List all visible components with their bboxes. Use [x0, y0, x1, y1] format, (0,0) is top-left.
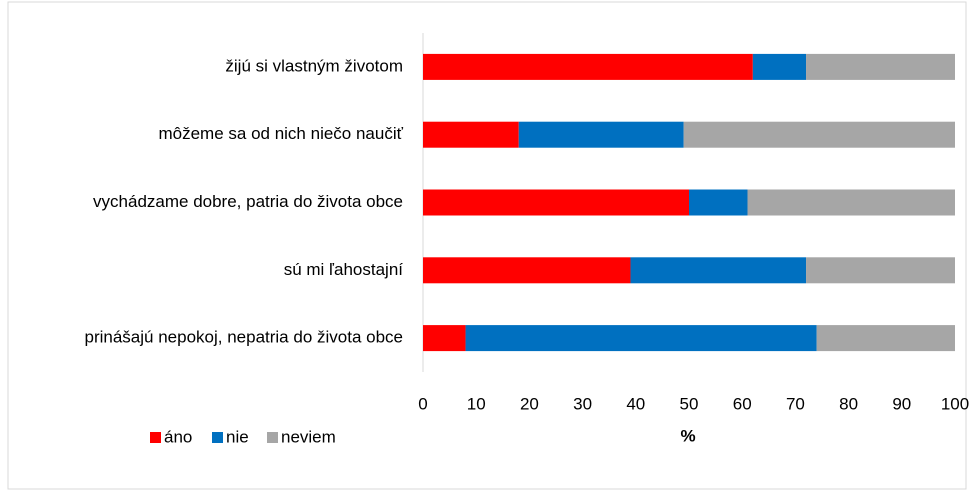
bar-segment	[630, 257, 807, 284]
bar-segment	[747, 189, 955, 216]
bar-segment	[816, 325, 955, 352]
bar-segment	[423, 189, 689, 216]
bar-segment	[806, 257, 955, 284]
chart-border	[7, 1, 967, 490]
legend-swatch	[212, 432, 223, 443]
y-tick-label: prinášajú nepokoj, nepatria do života ob…	[85, 328, 404, 347]
x-tick-label: 60	[733, 394, 752, 413]
x-tick-label: 30	[573, 394, 592, 413]
bar-segment	[806, 53, 955, 80]
bar-segment	[752, 53, 807, 80]
bar-segment	[423, 121, 519, 148]
legend-label: áno	[164, 427, 192, 446]
x-tick-label: 40	[626, 394, 645, 413]
legend-swatch	[150, 432, 161, 443]
bar-segment	[683, 121, 955, 148]
legend-swatch	[267, 432, 278, 443]
legend-label: neviem	[281, 427, 336, 446]
bar-segment	[465, 325, 817, 352]
x-tick-label: 70	[786, 394, 805, 413]
bar-segment	[518, 121, 684, 148]
x-tick-label: 0	[418, 394, 427, 413]
bar-segment	[423, 325, 466, 352]
y-tick-label: môžeme sa od nich niečo naučiť	[158, 124, 403, 143]
x-tick-label: 90	[892, 394, 911, 413]
x-tick-label: 100	[941, 394, 969, 413]
x-tick-label: 10	[467, 394, 486, 413]
x-tick-label: 80	[839, 394, 858, 413]
x-tick-label: 50	[680, 394, 699, 413]
bar-segment	[423, 257, 631, 284]
legend-label: nie	[226, 427, 249, 446]
x-axis-label: %	[680, 426, 695, 445]
bar-segment	[689, 189, 748, 216]
y-tick-label: žijú si vlastným životom	[225, 56, 403, 75]
x-tick-label: 20	[520, 394, 539, 413]
y-tick-label: sú mi ľahostajní	[284, 260, 404, 279]
y-tick-label: vychádzame dobre, patria do života obce	[93, 192, 403, 211]
bar-segment	[423, 53, 753, 80]
